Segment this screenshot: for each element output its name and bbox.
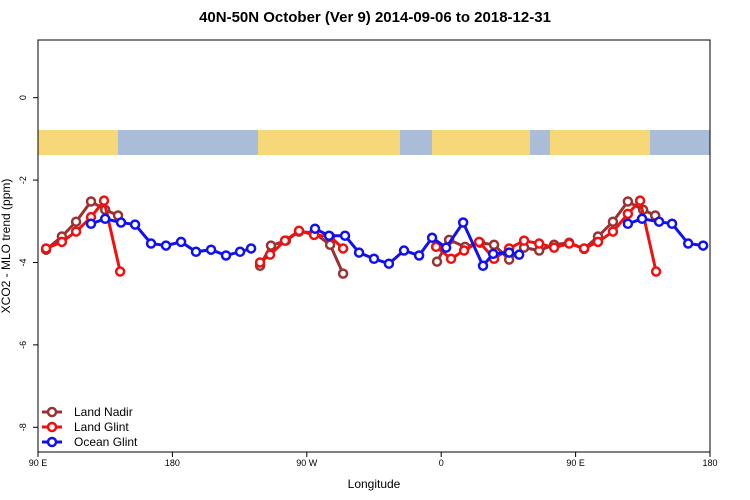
point: [190, 246, 202, 258]
point: [622, 208, 634, 220]
x-tick-label: 90 E: [29, 458, 48, 468]
point: [650, 266, 662, 277]
point: [70, 216, 82, 227]
x-tick-label: 180: [702, 458, 717, 468]
point: [488, 239, 500, 251]
point: [337, 268, 349, 279]
point: [607, 226, 619, 237]
x-axis-label: Longitude: [348, 477, 401, 491]
point: [254, 257, 266, 268]
point: [324, 239, 336, 251]
point: [607, 216, 619, 227]
point: [353, 247, 365, 258]
point: [205, 244, 217, 255]
y-axis-label: XCO2 - MLO trend (ppm): [0, 179, 13, 314]
y-tick-label: -6: [18, 341, 28, 349]
legend-marker: [46, 421, 58, 433]
point: [339, 230, 351, 241]
legend-marker: [46, 406, 58, 418]
point: [323, 230, 335, 241]
point: [337, 243, 349, 254]
point: [293, 225, 305, 237]
point: [578, 243, 590, 254]
point: [145, 238, 157, 249]
point: [457, 217, 469, 228]
point: [477, 260, 489, 272]
point: [99, 213, 111, 225]
point: [245, 243, 257, 254]
point: [265, 240, 277, 251]
point: [56, 236, 68, 248]
point: [426, 232, 438, 244]
point: [563, 238, 575, 249]
point: [398, 245, 410, 256]
point: [160, 240, 172, 251]
x-tick-label: 180: [165, 458, 180, 468]
x-tick-label: 90 W: [296, 458, 318, 468]
point: [458, 245, 470, 256]
point: [503, 247, 515, 258]
point: [175, 236, 187, 248]
point: [114, 266, 126, 277]
point: [40, 243, 52, 254]
point: [548, 242, 560, 253]
point: [636, 213, 648, 225]
point: [220, 250, 232, 261]
point: [98, 195, 110, 206]
point: [518, 235, 530, 246]
series-line: [45, 197, 658, 272]
point: [592, 236, 604, 248]
y-tick-label: -2: [18, 176, 28, 184]
x-tick-label: 0: [439, 458, 444, 468]
point: [368, 253, 380, 265]
point: [697, 240, 709, 251]
point: [622, 196, 634, 207]
point: [445, 253, 457, 265]
chart-title: 40N-50N October (Ver 9) 2014-09-06 to 20…: [199, 9, 551, 26]
plot-frame: [37, 39, 711, 453]
map-band: [38, 130, 710, 155]
point: [666, 218, 678, 230]
point: [513, 249, 525, 260]
point: [533, 238, 545, 249]
legend-label: Land Nadir: [74, 405, 133, 419]
x-tick-label: 90 E: [566, 458, 585, 468]
point: [430, 241, 442, 253]
y-tick-label: -4: [18, 258, 28, 266]
point: [264, 249, 276, 260]
point: [440, 242, 452, 253]
point: [473, 236, 485, 248]
legend-label: Ocean Glint: [74, 435, 138, 449]
y-tick-label: -8: [18, 423, 28, 431]
y-tick-label: 0: [18, 95, 28, 100]
series-line: [45, 199, 656, 275]
point: [234, 246, 246, 258]
point: [634, 195, 646, 206]
point: [413, 250, 425, 261]
point: [622, 218, 634, 230]
legend-marker: [46, 436, 58, 448]
point: [653, 216, 665, 227]
point: [85, 218, 97, 230]
point: [383, 258, 395, 269]
point: [682, 238, 694, 249]
point: [487, 248, 499, 260]
point: [129, 219, 141, 230]
point: [70, 226, 82, 237]
point: [115, 217, 127, 228]
legend-label: Land Glint: [74, 420, 129, 434]
point: [309, 223, 321, 234]
point: [85, 196, 97, 207]
point: [431, 256, 443, 267]
point: [279, 235, 291, 246]
